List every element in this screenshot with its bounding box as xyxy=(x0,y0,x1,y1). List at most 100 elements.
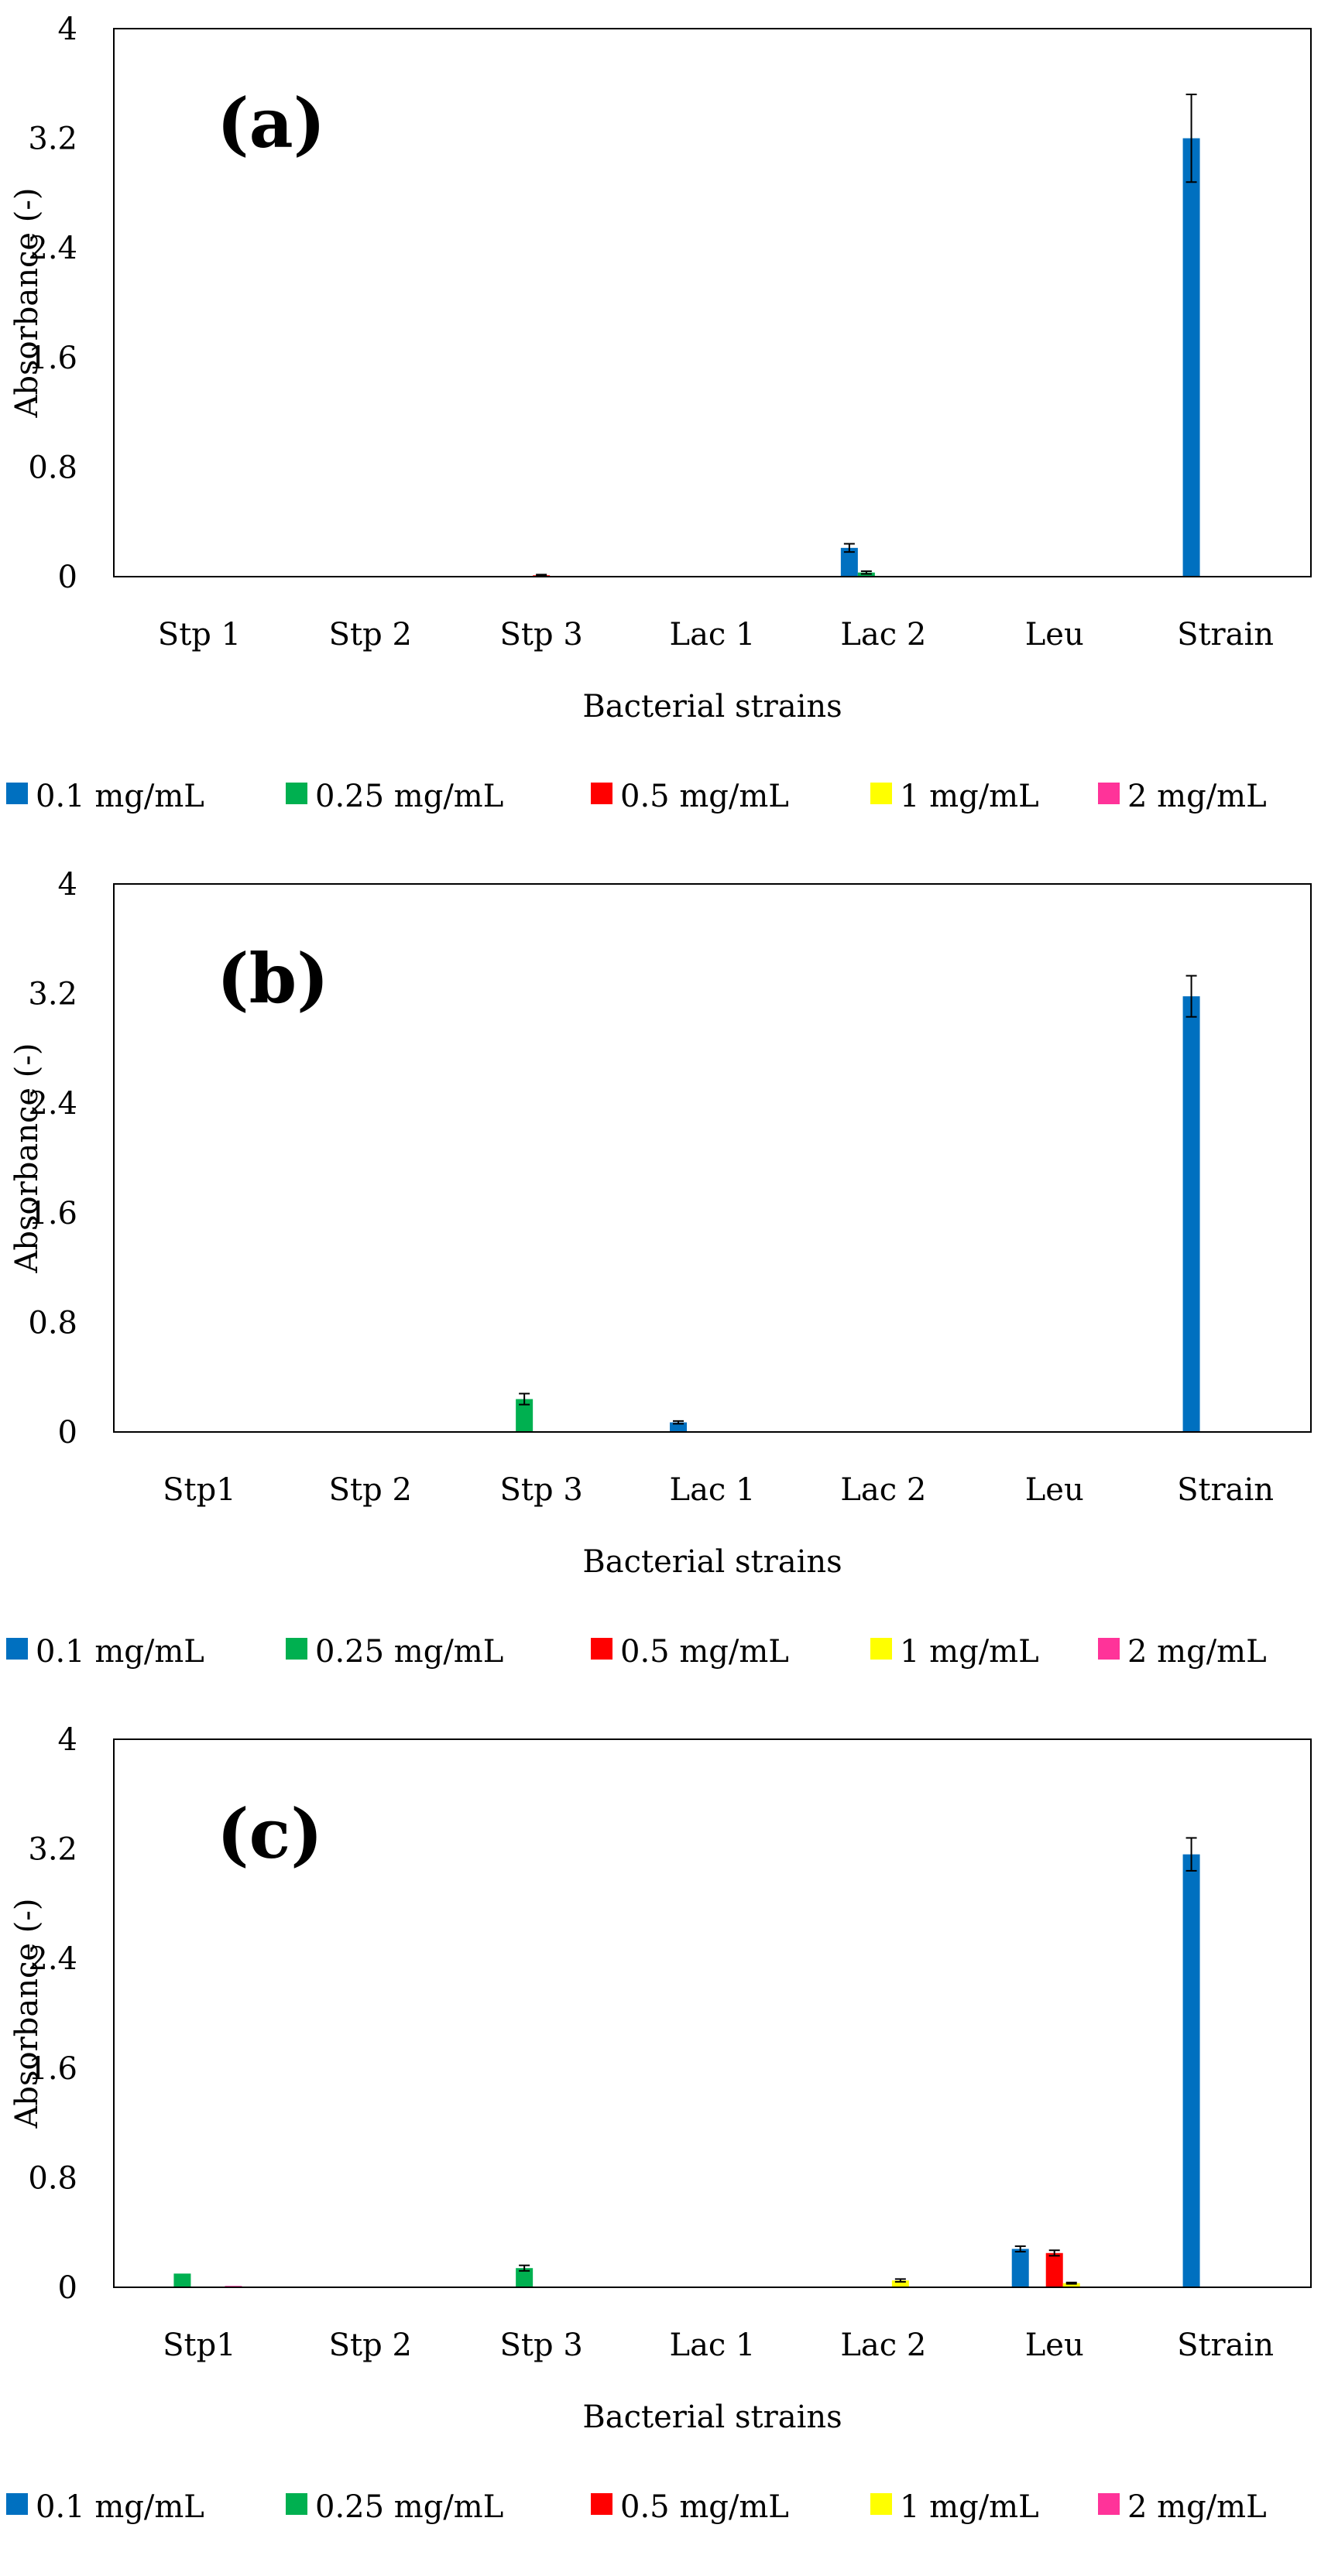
bar xyxy=(516,2268,534,2287)
legend-item: 0.5 mg/mL xyxy=(591,2489,789,2525)
y-tick-label: 1.6 xyxy=(28,341,77,376)
legend-label: 2 mg/mL xyxy=(1127,1634,1267,1670)
x-tick-label: Lac 1 xyxy=(670,2328,756,2363)
bar xyxy=(840,547,858,577)
legend-swatch xyxy=(870,783,892,804)
legend-item: 1 mg/mL xyxy=(870,779,1039,814)
bar xyxy=(891,2280,909,2287)
bar xyxy=(1182,138,1200,577)
legend-label: 1 mg/mL xyxy=(900,779,1039,814)
bar xyxy=(1062,2283,1080,2287)
x-tick-label: Stp 3 xyxy=(500,1472,583,1508)
legend-label: 0.1 mg/mL xyxy=(36,779,204,814)
y-tick-label: 0 xyxy=(58,560,77,595)
x-tick-label: Stp 2 xyxy=(329,617,412,653)
legend-swatch xyxy=(591,783,612,804)
bar xyxy=(670,1422,687,1432)
x-tick-label: Lac 2 xyxy=(840,2328,926,2363)
legend-item: 2 mg/mL xyxy=(1098,2489,1267,2525)
legend-swatch xyxy=(1098,783,1120,804)
legend-item: 0.5 mg/mL xyxy=(591,779,789,814)
x-tick-label: Stp 2 xyxy=(329,2328,412,2363)
chart-panel-c: 0 0.8 1.6 2.4 3.2 4 Absorbance (-) Stp1 Stp 2 Stp… xyxy=(6,1722,1312,2525)
x-tick-label: Leu xyxy=(1025,2328,1084,2363)
legend-swatch xyxy=(286,2493,307,2515)
x-axis-title: Bacterial strains xyxy=(582,2400,842,2435)
chart-panel-b: 0 0.8 1.6 2.4 3.2 4 Absorbance (-) Stp1 Stp 2 Stp… xyxy=(6,867,1312,1670)
x-axis-title: Bacterial strains xyxy=(582,689,842,724)
legend-item: 0.1 mg/mL xyxy=(6,2489,204,2525)
x-tick-label: Stp 2 xyxy=(329,1472,412,1508)
x-tick-label: Strain xyxy=(1177,617,1274,653)
y-tick-label: 1.6 xyxy=(28,2051,77,2087)
legend-swatch xyxy=(1098,2493,1120,2515)
bar xyxy=(1182,996,1200,1432)
panel-label: (c) xyxy=(217,1793,323,1874)
legend-item: 0.25 mg/mL xyxy=(286,779,503,814)
bar xyxy=(516,1399,534,1432)
x-tick-label: Stp 3 xyxy=(500,617,583,653)
legend-label: 1 mg/mL xyxy=(900,1634,1039,1670)
y-tick-label: 2.4 xyxy=(28,1941,77,1977)
legend-label: 0.5 mg/mL xyxy=(620,1634,789,1670)
panel-label: (b) xyxy=(217,938,329,1019)
legend-label: 0.5 mg/mL xyxy=(620,2489,789,2525)
y-tick-label: 0.8 xyxy=(28,1305,77,1341)
legend-label: 0.25 mg/mL xyxy=(315,779,503,814)
legend-label: 0.25 mg/mL xyxy=(315,2489,503,2525)
y-tick-label: 4 xyxy=(58,867,77,903)
bar xyxy=(1011,2249,1029,2287)
x-tick-label: Leu xyxy=(1025,1472,1084,1508)
x-tick-label: Stp 3 xyxy=(500,2328,583,2363)
x-tick-label: Strain xyxy=(1177,1472,1274,1508)
y-tick-label: 3.2 xyxy=(28,1832,77,1868)
x-tick-label: Stp 1 xyxy=(158,617,241,653)
x-tick-label: Stp1 xyxy=(163,1472,236,1508)
legend-swatch xyxy=(1098,1638,1120,1660)
legend-label: 0.25 mg/mL xyxy=(315,1634,503,1670)
legend-item: 2 mg/mL xyxy=(1098,779,1267,814)
y-tick-label: 0 xyxy=(58,1415,77,1451)
legend-swatch xyxy=(6,2493,28,2515)
chart-panel-a: 0 0.8 1.6 2.4 3.2 4 Absorbance (-) Stp 1 Stp 2 St… xyxy=(6,12,1312,814)
bar xyxy=(1182,1854,1200,2287)
legend-item: 0.25 mg/mL xyxy=(286,1634,503,1670)
y-tick-label: 3.2 xyxy=(28,977,77,1012)
legend-item: 0.1 mg/mL xyxy=(6,779,204,814)
y-tick-label: 1.6 xyxy=(28,1196,77,1231)
legend-item: 1 mg/mL xyxy=(870,2489,1039,2525)
legend-label: 0.1 mg/mL xyxy=(36,2489,204,2525)
x-tick-label: Strain xyxy=(1177,2328,1274,2363)
legend-swatch xyxy=(591,1638,612,1660)
legend-swatch xyxy=(6,1638,28,1660)
x-axis-title: Bacterial strains xyxy=(582,1544,842,1580)
legend-label: 2 mg/mL xyxy=(1127,2489,1267,2525)
x-tick-label: Stp1 xyxy=(163,2328,236,2363)
legend-label: 2 mg/mL xyxy=(1127,779,1267,814)
x-tick-label: Leu xyxy=(1025,617,1084,653)
x-tick-label: Lac 2 xyxy=(840,617,926,653)
y-tick-label: 2.4 xyxy=(28,231,77,266)
x-tick-label: Lac 1 xyxy=(670,617,756,653)
y-axis-title: Absorbance (-) xyxy=(9,1899,45,2129)
legend-item: 0.25 mg/mL xyxy=(286,2489,503,2525)
legend-swatch xyxy=(591,2493,612,2515)
legend-swatch xyxy=(870,2493,892,2515)
legend-item: 0.5 mg/mL xyxy=(591,1634,789,1670)
y-tick-label: 4 xyxy=(58,1722,77,1758)
bar xyxy=(173,2273,191,2287)
legend-item: 2 mg/mL xyxy=(1098,1634,1267,1670)
y-tick-label: 2.4 xyxy=(28,1086,77,1122)
y-axis-title: Absorbance (-) xyxy=(9,188,45,419)
legend-label: 0.5 mg/mL xyxy=(620,779,789,814)
x-tick-label: Lac 2 xyxy=(840,1472,926,1508)
panel-label: (a) xyxy=(217,83,325,163)
legend-swatch xyxy=(870,1638,892,1660)
y-tick-label: 0.8 xyxy=(28,2160,77,2196)
x-tick-label: Lac 1 xyxy=(670,1472,756,1508)
y-axis-title: Absorbance (-) xyxy=(9,1043,45,1274)
legend-label: 1 mg/mL xyxy=(900,2489,1039,2525)
legend-item: 0.1 mg/mL xyxy=(6,1634,204,1670)
legend-item: 1 mg/mL xyxy=(870,1634,1039,1670)
